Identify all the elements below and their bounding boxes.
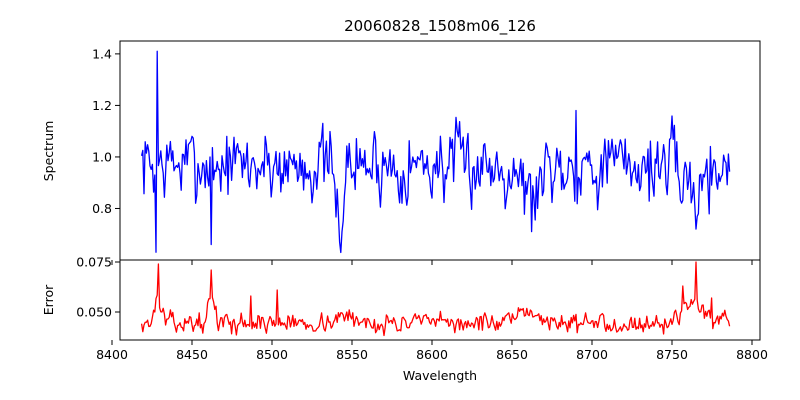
error-series-line bbox=[140, 261, 731, 337]
x-tick-label: 8500 bbox=[256, 347, 288, 362]
spectrum-series-line bbox=[140, 50, 731, 254]
x-tick-label: 8600 bbox=[416, 347, 448, 362]
spectrum-y-tick-label: 1.0 bbox=[92, 149, 112, 164]
x-tick-label: 8550 bbox=[336, 347, 368, 362]
spectrum-y-tick-label: 1.4 bbox=[92, 46, 112, 61]
error-y-tick-label: 0.050 bbox=[76, 305, 112, 320]
error-panel: 0.050 0.075 8400 8450 8500 8550 8600 8650 8700 8… bbox=[41, 255, 768, 384]
x-tick-label: 8700 bbox=[576, 347, 608, 362]
x-tick-label: 8650 bbox=[496, 347, 528, 362]
x-axis-label: Wavelength bbox=[403, 368, 477, 383]
spectrum-panel: 0.8 1.0 1.2 1.4 Spectrum bbox=[41, 40, 761, 265]
x-tick-label: 8400 bbox=[96, 347, 128, 362]
error-y-tick-label: 0.075 bbox=[76, 255, 112, 270]
spectrum-y-label: Spectrum bbox=[41, 121, 56, 182]
spectrum-y-tick-label: 0.8 bbox=[92, 201, 112, 216]
error-axes-frame bbox=[119, 259, 761, 341]
chart-title: 20060828_1508m06_126 bbox=[344, 17, 536, 36]
spectrum-y-tick-label: 1.2 bbox=[92, 98, 112, 113]
x-tick-label: 8750 bbox=[656, 347, 688, 362]
x-tick-label: 8800 bbox=[736, 347, 768, 362]
x-tick-label: 8450 bbox=[176, 347, 208, 362]
error-y-label: Error bbox=[41, 284, 56, 315]
